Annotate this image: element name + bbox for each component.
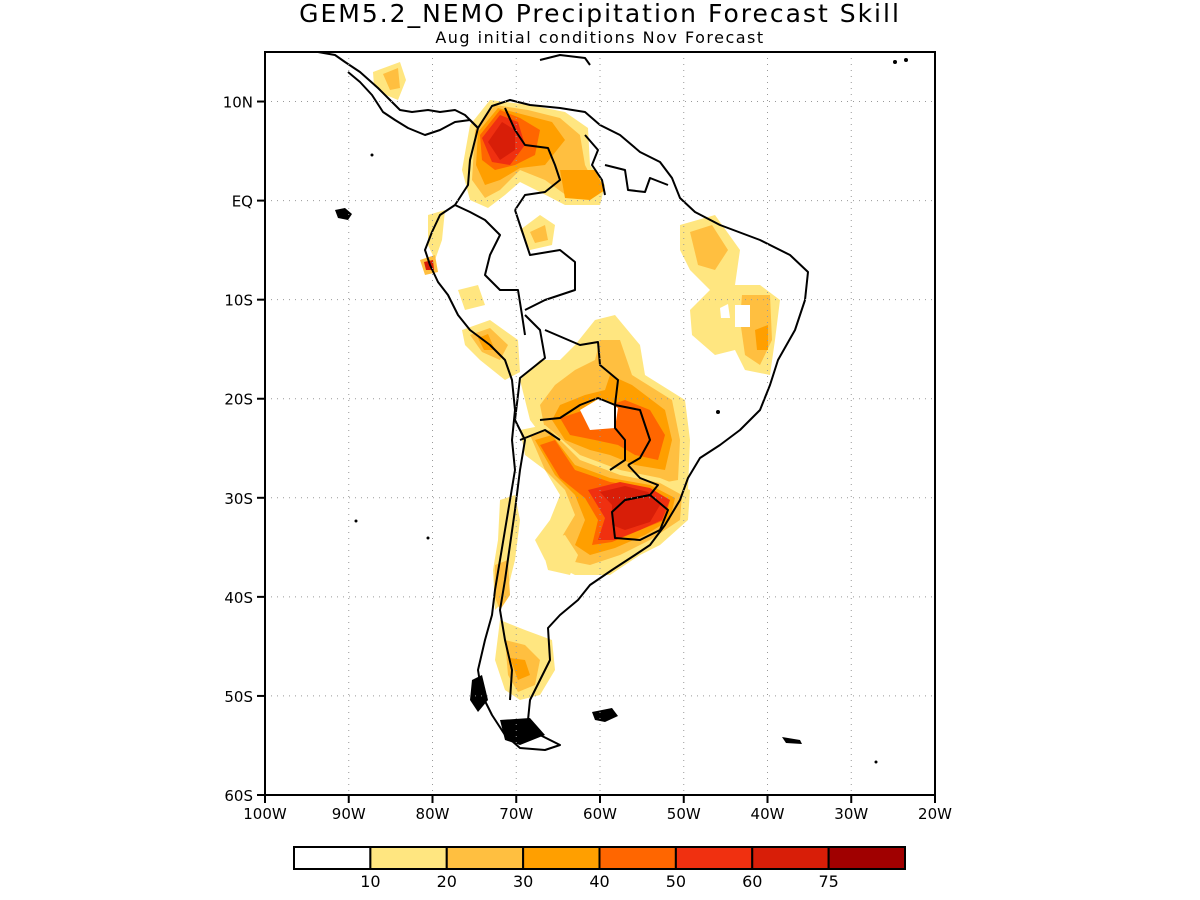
- island-dot-6: [371, 154, 374, 157]
- shade-ne-hole: [735, 305, 750, 327]
- shade-peru-1: [458, 285, 485, 310]
- island-tierra-del-fuego: [500, 718, 545, 745]
- tick-label-lat: 10N: [223, 94, 253, 112]
- colorbar-label: 75: [818, 872, 838, 891]
- tick-label-lon: 20W: [918, 805, 952, 823]
- colorbar-swatch: [752, 847, 828, 869]
- tick-label-lon: 100W: [243, 805, 287, 823]
- tick-label-lat: 30S: [224, 490, 253, 508]
- colorbar-label: 30: [513, 872, 533, 891]
- tick-label-lat: 10S: [224, 292, 253, 310]
- tick-label-lat: 20S: [224, 391, 253, 409]
- colorbar-swatch: [829, 847, 905, 869]
- map-figure: 100W 90W 80W 70W 60W 50W 40W 30W 20W 10N EQ 10S 20S…: [0, 0, 1200, 900]
- island-dot-1: [893, 60, 897, 64]
- tick-label-lon: 80W: [416, 805, 450, 823]
- island-falklands: [592, 708, 618, 722]
- tick-label-lon: 40W: [751, 805, 785, 823]
- tick-label-lon: 70W: [499, 805, 533, 823]
- island-south-georgia: [782, 737, 802, 744]
- colorbar-swatch: [370, 847, 446, 869]
- colorbar-swatch: [676, 847, 752, 869]
- island-dot-2: [904, 58, 908, 62]
- island-dot-5: [427, 537, 430, 540]
- tick-label-lon: 60W: [583, 805, 617, 823]
- longitude-labels: 100W 90W 80W 70W 60W 50W 40W 30W 20W: [243, 805, 952, 823]
- shade-ne-hole3: [750, 245, 765, 258]
- tick-label-lat: 40S: [224, 589, 253, 607]
- island-galapagos: [335, 208, 352, 220]
- colorbar-label: 50: [666, 872, 686, 891]
- colorbar: 10 20 30 40 50 60 75: [294, 847, 905, 891]
- island-dot-4: [355, 520, 358, 523]
- colorbar-swatch: [523, 847, 599, 869]
- border-colombia-ecuador-peru: [455, 205, 525, 335]
- tick-label-lon: 50W: [667, 805, 701, 823]
- colorbar-label: 40: [589, 872, 609, 891]
- tick-label-lon: 30W: [834, 805, 868, 823]
- tick-label-lat: EQ: [232, 193, 253, 211]
- tick-label-lat: 50S: [224, 688, 253, 706]
- tick-label-lat: 60S: [224, 787, 253, 805]
- colorbar-swatch: [447, 847, 523, 869]
- border-guyana-suriname: [605, 165, 668, 192]
- tick-label-lon: 90W: [332, 805, 366, 823]
- colorbar-swatch: [600, 847, 676, 869]
- island-dot-7: [875, 761, 878, 764]
- colorbar-label: 60: [742, 872, 762, 891]
- latitude-labels: 10N EQ 10S 20S 30S 40S 50S 60S: [223, 94, 253, 805]
- colorbar-label: 20: [437, 872, 457, 891]
- island-chiloe: [470, 675, 488, 712]
- colorbar-swatch: [294, 847, 370, 869]
- skill-shading: [373, 62, 780, 700]
- island-dot-3: [716, 410, 720, 414]
- colorbar-label: 10: [360, 872, 380, 891]
- coastline-central-america-south: [348, 72, 478, 135]
- coastline-caribbean-islands: [540, 55, 590, 65]
